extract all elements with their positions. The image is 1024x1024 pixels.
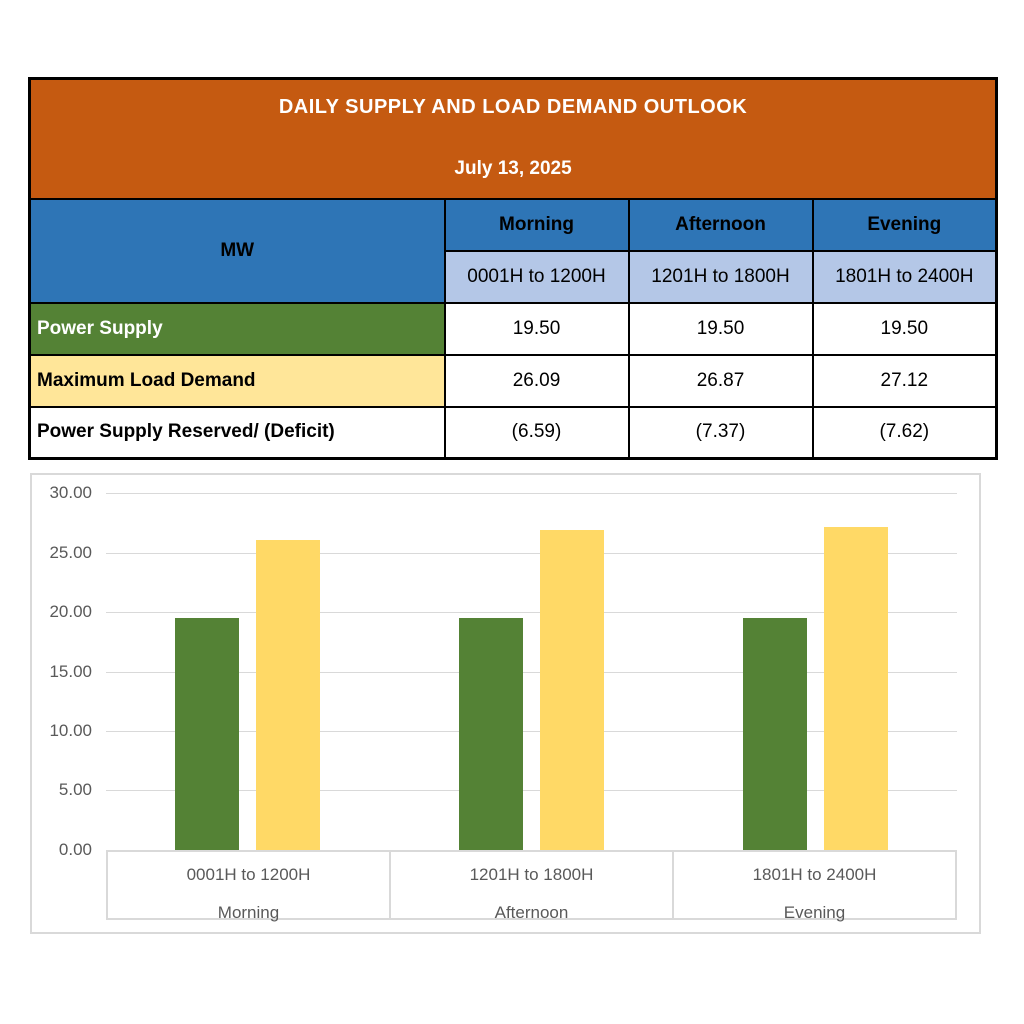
power-supply-morning: 19.50 <box>443 301 630 356</box>
x-category-afternoon-hours: 1201H to 1800H <box>469 865 594 884</box>
table-hours-header-row: 0001H to 1200H 1201H to 1800H 1801H to 2… <box>30 249 998 304</box>
y-tick-25: 25.00 <box>49 542 92 562</box>
reserve-morning: (6.59) <box>443 405 630 460</box>
x-category-afternoon: 1201H to 1800H Afternoon <box>389 852 672 922</box>
bar-group-evening <box>673 493 957 850</box>
reserve-afternoon: (7.37) <box>627 405 814 460</box>
gridline-5 <box>106 790 957 792</box>
y-tick-30: 30.00 <box>49 483 92 502</box>
y-axis-labels: 30.00 25.00 20.00 15.00 10.00 5.00 0.00 <box>32 483 92 859</box>
x-category-evening-period: Evening <box>783 903 846 922</box>
table-date: July 13, 2025 <box>454 157 572 179</box>
max-load-evening: 27.12 <box>811 353 998 408</box>
x-category-afternoon-period: Afternoon <box>494 903 569 922</box>
row-label-reserve-deficit: Power Supply Reserved/ (Deficit) <box>28 405 446 460</box>
table-title-row: DAILY SUPPLY AND LOAD DEMAND OUTLOOK Jul… <box>28 77 998 200</box>
gridline-10 <box>106 731 957 732</box>
table-row-reserve-deficit: Power Supply Reserved/ (Deficit) (6.59) … <box>28 405 998 460</box>
y-tick-20: 20.00 <box>49 601 92 621</box>
y-tick-15: 15.00 <box>49 661 92 681</box>
max-load-afternoon: 26.87 <box>627 353 814 408</box>
row-label-max-load-demand: Maximum Load Demand <box>28 353 446 408</box>
bar-max-load-morning <box>256 539 321 850</box>
bar-power-supply-evening <box>742 617 807 850</box>
bar-group-afternoon <box>390 493 674 850</box>
power-supply-evening: 19.50 <box>811 301 998 356</box>
table-title-cell: DAILY SUPPLY AND LOAD DEMAND OUTLOOK Jul… <box>28 77 998 200</box>
y-tick-5: 5.00 <box>58 780 92 800</box>
hours-header-evening: 1801H to 2400H <box>811 249 998 304</box>
y-tick-0: 0.00 <box>58 840 92 859</box>
period-header-morning: Morning <box>443 197 630 252</box>
reserve-evening: (7.62) <box>811 405 998 460</box>
bar-power-supply-afternoon <box>459 617 523 850</box>
bar-group-morning <box>106 493 390 850</box>
table-period-header-row: MW Morning Afternoon Evening <box>28 197 998 304</box>
x-category-morning-period: Morning <box>217 903 280 922</box>
table-row-max-load-demand: Maximum Load Demand 26.09 26.87 27.12 <box>28 353 998 408</box>
period-header-evening: Evening <box>811 197 998 252</box>
row-label-power-supply: Power Supply <box>28 301 446 356</box>
table-title: DAILY SUPPLY AND LOAD DEMAND OUTLOOK <box>278 95 748 118</box>
gridline-30 <box>106 493 957 494</box>
gridline-20 <box>106 611 957 613</box>
bar-max-load-evening <box>823 527 888 850</box>
x-category-morning-hours: 0001H to 1200H <box>186 865 311 884</box>
gridline-15 <box>106 671 957 673</box>
supply-demand-bar-chart: 30.00 25.00 20.00 15.00 10.00 5.00 0.00 <box>30 473 981 934</box>
power-supply-afternoon: 19.50 <box>627 301 814 356</box>
supply-demand-table: DAILY SUPPLY AND LOAD DEMAND OUTLOOK Jul… <box>28 77 999 460</box>
x-category-evening: 1801H to 2400H Evening <box>672 852 955 922</box>
gridline-25 <box>106 552 957 554</box>
x-category-evening-hours: 1801H to 2400H <box>752 865 877 884</box>
plot-area <box>106 493 957 850</box>
hours-header-afternoon: 1201H to 1800H <box>627 249 814 304</box>
max-load-morning: 26.09 <box>443 353 630 408</box>
hours-header-morning: 0001H to 1200H <box>443 249 630 304</box>
period-header-afternoon: Afternoon <box>627 197 814 252</box>
bar-power-supply-morning <box>175 617 240 850</box>
table-row-power-supply: Power Supply 19.50 19.50 19.50 <box>28 301 998 356</box>
x-axis-category-box: 0001H to 1200H Morning 1201H to 1800H Af… <box>106 850 957 922</box>
y-tick-10: 10.00 <box>49 721 92 740</box>
mw-header-cell: MW <box>28 197 446 304</box>
x-category-morning: 0001H to 1200H Morning <box>108 852 389 922</box>
bar-max-load-afternoon <box>540 530 604 850</box>
